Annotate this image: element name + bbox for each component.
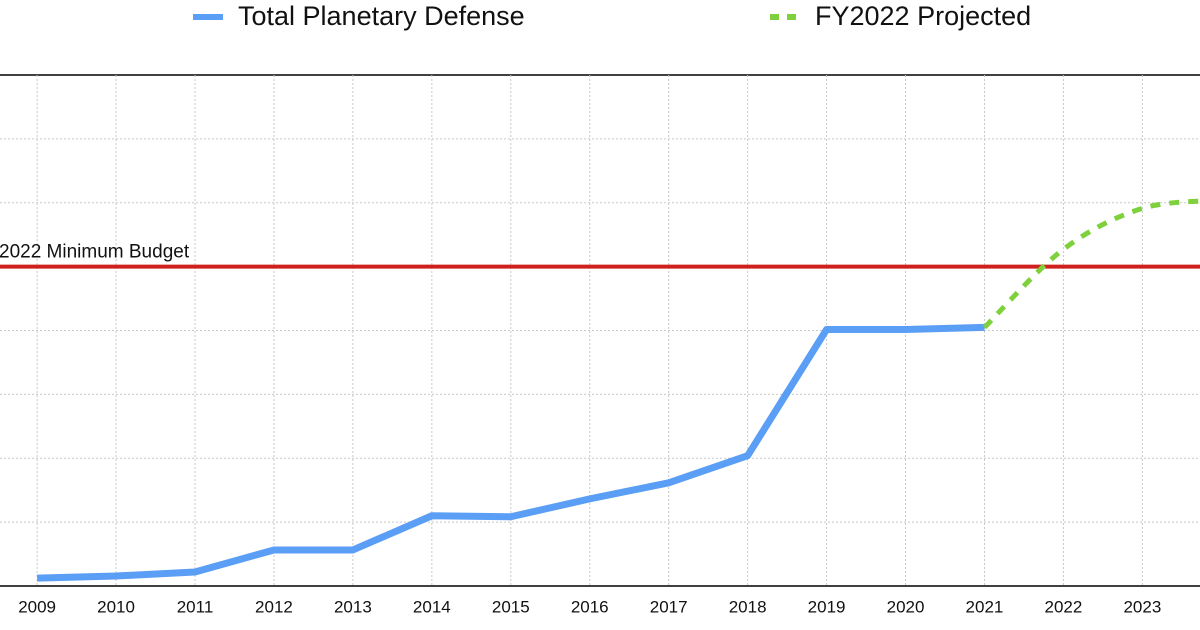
x-tick-label: 2016 bbox=[571, 597, 609, 616]
x-tick-label: 2021 bbox=[966, 597, 1004, 616]
series-line bbox=[37, 323, 985, 582]
plot-area bbox=[37, 198, 1200, 582]
x-tick-label: 2009 bbox=[18, 597, 56, 616]
reference-label: 2022 Minimum Budget bbox=[0, 242, 190, 263]
x-tick-label: 2012 bbox=[255, 597, 293, 616]
x-tick-label: 2015 bbox=[492, 597, 530, 616]
x-tick-label: 2019 bbox=[808, 597, 846, 616]
x-tick-label: 2013 bbox=[334, 597, 372, 616]
x-tick-label: 2023 bbox=[1123, 597, 1161, 616]
legend-label: Total Planetary Defense bbox=[238, 1, 525, 31]
series-line bbox=[982, 198, 1200, 330]
x-tick-label: 2017 bbox=[650, 597, 688, 616]
legend-label: FY2022 Projected bbox=[815, 1, 1031, 31]
x-tick-label: 2020 bbox=[887, 597, 925, 616]
x-tick-label: 2010 bbox=[97, 597, 135, 616]
x-tick-label: 2018 bbox=[729, 597, 767, 616]
x-tick-label: 2022 bbox=[1045, 597, 1083, 616]
x-tick-label: 2014 bbox=[413, 597, 451, 616]
x-tick-label: 2011 bbox=[177, 597, 214, 616]
